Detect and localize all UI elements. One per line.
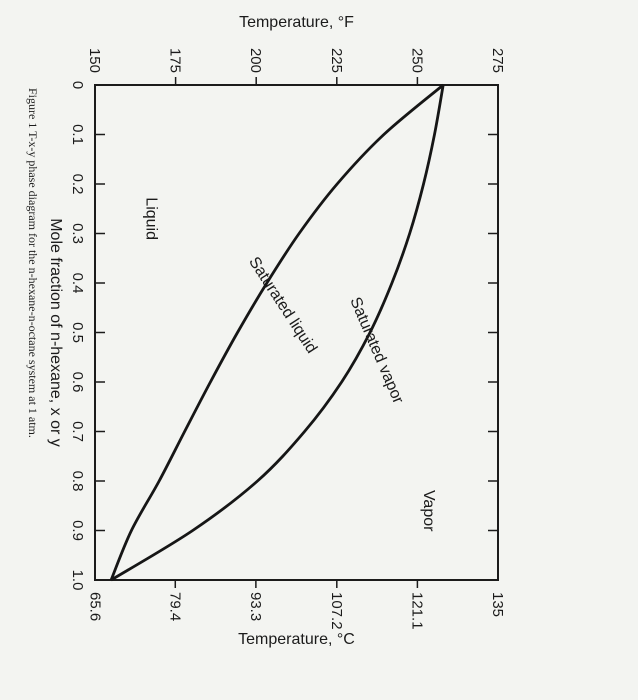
x-tick-label: 0 <box>69 81 86 89</box>
saturated-vapor-curve <box>110 84 445 582</box>
left-y-tick-label: 250 <box>408 48 425 73</box>
right-y-tick-label: 121.1 <box>408 592 425 630</box>
series-layer <box>109 83 445 582</box>
chart-rotated-group: 0 0.1 0.2 0.3 0.4 0.5 0.6 0.7 0.8 0.9 1.0 150 175 20… <box>26 14 506 648</box>
figure-caption: Figure 1 T-x-y phase diagram for the n-h… <box>26 88 40 438</box>
left-y-tick-label: 175 <box>167 48 184 73</box>
x-tick-label: 0.8 <box>69 471 86 492</box>
left-y-tick-label: 150 <box>86 48 103 73</box>
left-y-tick-label: 225 <box>328 48 345 73</box>
right-y-tick-label: 93.3 <box>247 592 264 621</box>
right-y-tick-label: 65.6 <box>86 592 103 621</box>
x-tick-label: 0.6 <box>69 372 86 393</box>
x-tick-label: 0.3 <box>69 223 86 244</box>
vapor-region-label: Vapor <box>420 490 437 532</box>
x-tick-label: 0.4 <box>69 273 86 294</box>
x-tick-label: 0.2 <box>69 174 86 195</box>
x-tick-label: 1.0 <box>69 570 86 591</box>
y-axis-ticks: 150 175 200 225 250 275 65.6 79.4 93.3 107.2 121.1… <box>86 48 506 630</box>
right-y-axis-title: Temperature, °C <box>238 631 355 648</box>
left-y-tick-label: 200 <box>247 48 264 73</box>
saturated-liquid-label: Saturated liquid <box>245 254 320 357</box>
x-axis-ticks: 0 0.1 0.2 0.3 0.4 0.5 0.6 0.7 0.8 0.9 1.0 <box>69 81 498 591</box>
left-y-tick-label: 275 <box>489 48 506 73</box>
x-tick-label: 0.7 <box>69 421 86 442</box>
right-y-tick-label: 79.4 <box>166 592 183 621</box>
x-tick-label: 0.1 <box>69 124 86 145</box>
x-tick-label: 0.5 <box>69 322 86 343</box>
right-y-tick-label: 107.2 <box>328 592 345 630</box>
saturated-vapor-label: Saturated vapor <box>346 295 406 407</box>
left-y-axis-title: Temperature, °F <box>239 14 354 31</box>
x-axis-title: Mole fraction of n-hexane, x or y <box>47 218 64 447</box>
x-tick-label: 0.9 <box>69 520 86 541</box>
right-y-tick-label: 135 <box>489 592 506 617</box>
liquid-region-label: Liquid <box>143 197 160 240</box>
saturated-liquid-curve <box>109 83 445 581</box>
